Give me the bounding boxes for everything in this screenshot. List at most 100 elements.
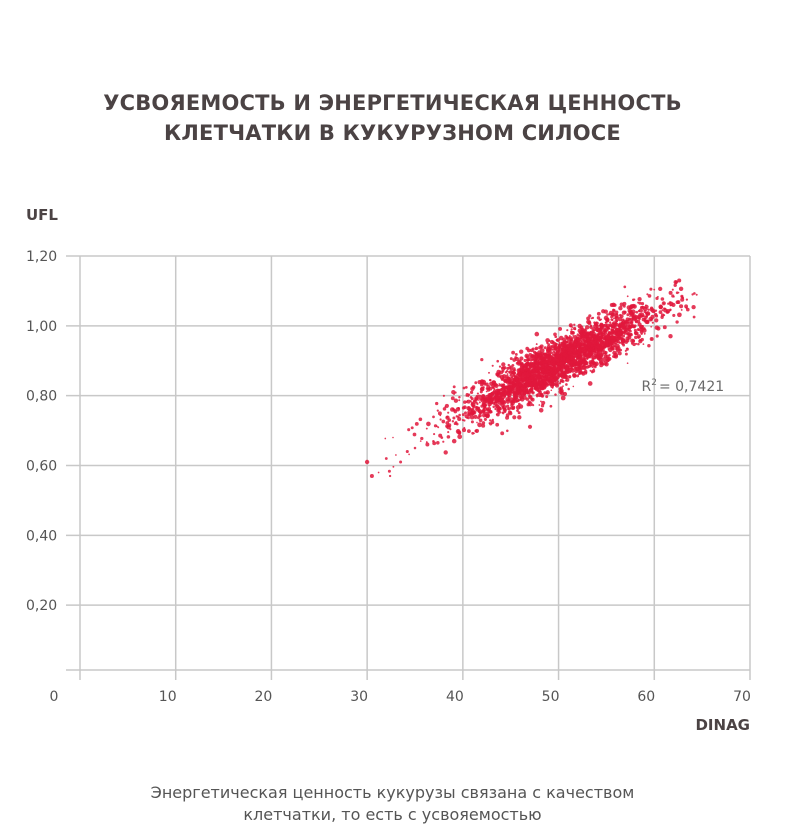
data-point [492, 405, 495, 409]
data-point [539, 348, 545, 353]
data-point [544, 369, 549, 374]
data-point [447, 423, 452, 428]
data-point [556, 356, 559, 359]
data-point [483, 405, 486, 408]
data-point [500, 378, 504, 381]
data-point [597, 336, 601, 340]
scatter-chart: 0,20 0,40 0,60 0,80 1,00 1,20 0 10 20 30 40 50 60 70 U… [26, 206, 751, 734]
data-point [572, 372, 577, 378]
data-point [569, 363, 571, 365]
data-point [602, 336, 606, 340]
data-point [552, 371, 556, 376]
data-point [528, 353, 533, 357]
data-point [575, 361, 580, 366]
data-point [590, 370, 594, 374]
data-point [547, 343, 551, 346]
data-point [614, 313, 619, 319]
data-point [494, 383, 499, 389]
data-point [646, 312, 650, 316]
data-point [601, 362, 604, 366]
data-point [625, 321, 630, 327]
data-point [546, 372, 548, 374]
data-point [582, 358, 585, 361]
data-point [527, 424, 533, 429]
data-point [674, 280, 678, 284]
data-point [464, 386, 468, 389]
data-point [503, 407, 507, 411]
data-point [496, 369, 501, 375]
data-point [562, 363, 564, 366]
data-point [578, 348, 582, 353]
data-point [616, 336, 621, 341]
data-point [573, 323, 576, 326]
data-point [622, 326, 626, 330]
data-point [392, 436, 394, 439]
data-point [528, 383, 533, 388]
data-point [646, 293, 649, 296]
caption-line-2: клетчатки, то есть с усвояемостью [243, 805, 542, 824]
data-point [554, 362, 557, 366]
data-point [588, 314, 592, 318]
data-point [627, 325, 631, 330]
data-point [546, 345, 550, 349]
data-point [511, 370, 516, 375]
data-point [590, 339, 594, 343]
data-point [660, 297, 665, 301]
data-point [637, 342, 640, 346]
data-point [593, 365, 597, 369]
data-point [497, 407, 502, 411]
data-point [569, 366, 573, 370]
data-point [458, 395, 461, 399]
data-point [507, 408, 510, 410]
data-point [525, 355, 530, 359]
data-point [513, 395, 517, 399]
data-point [493, 389, 497, 393]
data-point [645, 304, 647, 307]
data-point [482, 386, 485, 389]
data-point [620, 321, 624, 324]
data-point [590, 344, 594, 348]
data-point [541, 374, 544, 377]
data-point [658, 310, 663, 314]
data-point [595, 321, 598, 324]
data-point [437, 411, 442, 416]
data-point [642, 343, 645, 345]
data-point [540, 362, 543, 365]
data-point [561, 375, 564, 378]
data-point [498, 365, 502, 368]
data-point [668, 334, 673, 339]
data-point [462, 386, 466, 390]
caption-line-1: Энергетическая ценность кукурузы связана… [150, 783, 635, 802]
data-point [425, 442, 430, 447]
data-point [680, 297, 685, 302]
data-point [572, 385, 575, 388]
data-point [608, 310, 614, 316]
r-squared-annotation: R2 = 0,7421 [642, 378, 725, 395]
data-point [488, 378, 492, 382]
data-point [558, 382, 562, 385]
data-point [582, 329, 588, 334]
data-point [570, 328, 573, 331]
data-point [621, 310, 627, 315]
data-point [436, 441, 440, 445]
chart-title: УСВОЯЕМОСТЬ И ЭНЕРГЕТИЧЕСКАЯ ЦЕННОСТЬ КЛ… [0, 88, 785, 148]
data-point [548, 381, 551, 384]
data-point [583, 367, 587, 371]
data-point [576, 333, 580, 337]
data-point [556, 367, 561, 372]
x-tick-label: 50 [542, 689, 560, 705]
data-point [525, 372, 530, 376]
data-point [608, 323, 612, 327]
data-point [480, 357, 484, 362]
data-point [563, 352, 566, 356]
data-point [585, 365, 588, 368]
x-tick-label: 0 [50, 689, 59, 705]
data-point [477, 399, 480, 401]
data-point [623, 285, 627, 289]
data-point [615, 339, 618, 342]
data-point [533, 356, 538, 361]
y-tick-label: 1,00 [26, 319, 57, 335]
data-point [675, 291, 679, 295]
data-point [641, 325, 644, 328]
data-point [614, 322, 618, 325]
